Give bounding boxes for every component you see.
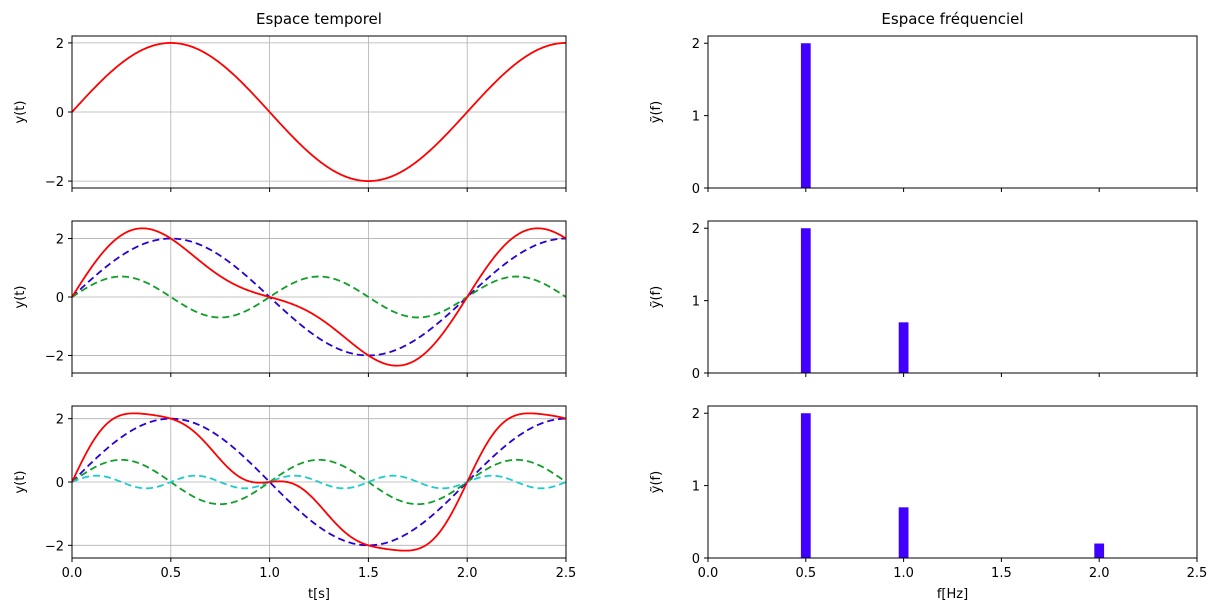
panel-time-1: −2 0 2 Espace temporel y(t)	[13, 10, 567, 192]
y-tick-label: −2	[45, 539, 64, 554]
panel-time-2: −2 0 2 y(t)	[13, 220, 567, 377]
y-tick-label: 0	[56, 476, 64, 491]
series-line-component-0	[72, 237, 566, 357]
panel-title: Espace temporel	[256, 10, 382, 28]
x-tick-label: 0.0	[698, 566, 719, 581]
x-tick-label: 0.5	[160, 566, 181, 581]
y-tick-label: 0	[56, 106, 64, 121]
series-line-total-2	[72, 227, 566, 367]
y-tick-label: −2	[45, 175, 64, 190]
series-line-total-3	[72, 412, 566, 552]
x-tick-label: 1.0	[893, 566, 914, 581]
x-axis-label: t[s]	[308, 587, 330, 602]
series-line-component-1	[72, 275, 566, 319]
y-tick-label: 2	[56, 233, 64, 248]
y-tick-label: 0	[692, 367, 700, 382]
bar-0.5	[800, 43, 811, 188]
y-tick-label: 2	[56, 413, 64, 428]
y-axis-label: y(t)	[13, 286, 28, 309]
y-tick-label: 1	[692, 295, 700, 310]
y-tick-label: 0	[692, 552, 700, 567]
panel-title: Espace fréquenciel	[881, 10, 1023, 28]
x-tick-label: 1.0	[259, 566, 280, 581]
y-tick-label: 2	[692, 407, 700, 422]
series-line-component-0	[72, 417, 566, 547]
panel-time-3: 0.0 0.5 1.0 1.5 2.0 2.5 −2 0 2 t[s] y(t)	[13, 405, 577, 602]
y-axis-label: ỹ(f)	[649, 471, 664, 493]
x-tick-label: 2.0	[457, 566, 478, 581]
axes-frame	[707, 405, 1198, 559]
y-tick-label: 2	[692, 37, 700, 52]
series-line-total-0	[72, 42, 566, 182]
y-tick-label: 1	[692, 480, 700, 495]
y-axis-label: y(t)	[13, 471, 28, 494]
y-axis-label: y(t)	[13, 101, 28, 124]
series-line-component-1	[72, 458, 566, 506]
bar-1	[898, 507, 909, 558]
series-line-component-2	[72, 474, 566, 490]
axes-frame	[707, 35, 1198, 189]
y-axis-label: ỹ(f)	[649, 286, 664, 308]
y-tick-label: 2	[56, 37, 64, 52]
panel-freq-3: 0.0 0.5 1.0 1.5 2.0 2.5 0 1 2 f[Hz] ỹ(f)	[649, 405, 1208, 602]
bar-0.5	[800, 228, 811, 373]
bar-1	[898, 322, 909, 373]
y-tick-label: −2	[45, 349, 64, 364]
x-axis-label: f[Hz]	[937, 587, 968, 602]
y-tick-label: 0	[56, 291, 64, 306]
x-tick-label: 2.5	[556, 566, 577, 581]
x-tick-label: 1.5	[991, 566, 1012, 581]
bar-0.5	[800, 413, 811, 558]
panel-freq-1: 0 1 2 Espace fréquenciel ỹ(f)	[649, 10, 1198, 197]
y-tick-label: 0	[692, 182, 700, 197]
bar-2	[1094, 543, 1105, 558]
axes-frame	[707, 220, 1198, 374]
x-tick-label: 0.5	[795, 566, 816, 581]
panel-freq-2: 0 1 2 ỹ(f)	[649, 220, 1198, 382]
y-axis-label: ỹ(f)	[649, 101, 664, 123]
y-tick-label: 1	[692, 110, 700, 125]
x-tick-label: 2.5	[1187, 566, 1208, 581]
x-tick-label: 2.0	[1089, 566, 1110, 581]
x-tick-label: 0.0	[62, 566, 83, 581]
y-tick-label: 2	[692, 222, 700, 237]
x-tick-label: 1.5	[358, 566, 379, 581]
